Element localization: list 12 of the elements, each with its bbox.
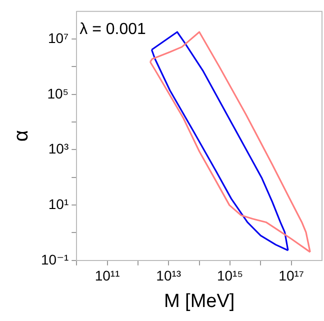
y-axis-title: α bbox=[10, 130, 33, 142]
x-tick-label: 10¹⁵ bbox=[216, 268, 244, 284]
x-axis-title: M [MeV] bbox=[164, 290, 235, 312]
annotation: λ = 0.001 bbox=[80, 20, 146, 38]
y-tick-label: 10⁻¹ bbox=[41, 251, 69, 268]
x-tick-label: 10¹¹ bbox=[94, 268, 120, 284]
y-tick-label: 10³ bbox=[48, 140, 69, 157]
x-tick-label: 10¹³ bbox=[156, 268, 182, 284]
x-tick-label: 10¹⁷ bbox=[278, 268, 304, 284]
y-tick-label: 10¹ bbox=[48, 196, 69, 212]
y-tick-label: 10⁷ bbox=[48, 30, 69, 46]
y-tick-label: 10⁵ bbox=[47, 85, 69, 102]
